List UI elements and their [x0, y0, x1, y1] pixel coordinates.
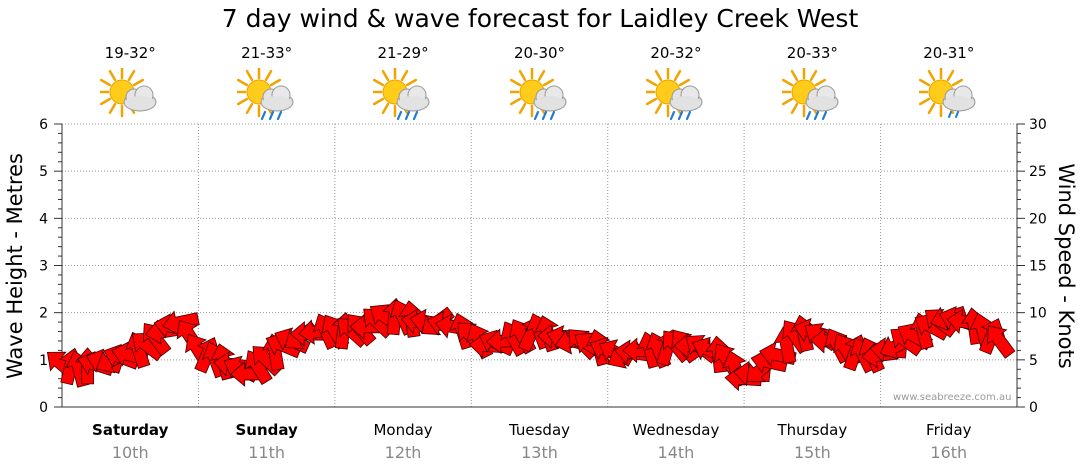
- y-left-tick-label: 3: [39, 259, 48, 275]
- y-right-tick-label: 25: [1029, 164, 1047, 180]
- y-right-tick-label: 30: [1029, 117, 1047, 133]
- y-axis-right-label: Wind Speed - Knots: [1054, 163, 1078, 368]
- day-date-label: 11th: [248, 443, 286, 462]
- sun-cloud-rain-icon: [642, 66, 710, 126]
- y-right-tick-label: 10: [1029, 306, 1047, 322]
- y-right-tick-label: 15: [1029, 259, 1047, 275]
- y-left-tick-label: 6: [39, 117, 48, 133]
- day-date-label: 10th: [111, 443, 149, 462]
- y-right-tick-label: 5: [1029, 353, 1038, 369]
- temperature-range: 21-29°: [377, 44, 429, 62]
- temperature-range: 20-33°: [786, 44, 838, 62]
- sun-cloud-rain-icon: [369, 66, 437, 126]
- gridlines: [62, 123, 1017, 407]
- y-left-tick-label: 5: [39, 164, 48, 180]
- sun-cloud-drizzle-icon: [915, 66, 983, 126]
- day-date-label: 15th: [793, 443, 831, 462]
- sun-cloud-rain-icon: [233, 66, 301, 126]
- y-right-tick-label: 0: [1029, 400, 1038, 416]
- sun-cloud-rain-icon: [506, 66, 574, 126]
- day-name-label: Wednesday: [632, 421, 720, 439]
- chart-title: 7 day wind & wave forecast for Laidley C…: [221, 4, 859, 33]
- temperature-range: 21-33°: [241, 44, 293, 62]
- day-name-label: Tuesday: [508, 421, 571, 439]
- wind-arrows: [46, 297, 1016, 392]
- temperature-range: 20-30°: [513, 44, 566, 62]
- day-name-label: Sunday: [235, 421, 298, 439]
- wind-arrow: [986, 325, 1016, 359]
- day-name-label: Monday: [373, 421, 433, 439]
- day-date-label: 16th: [930, 443, 968, 462]
- day-date-label: 13th: [521, 443, 558, 462]
- axes: 0 1 2 3 4 5 6 0 5 10 15 20 25 30: [39, 117, 1047, 416]
- y-left-tick-label: 1: [39, 353, 48, 369]
- temperature-range: 20-32°: [650, 44, 702, 62]
- sun-cloud-rain-icon: [779, 66, 846, 126]
- y-right-tick-label: 20: [1029, 211, 1047, 227]
- day-name-label: Saturday: [92, 421, 169, 439]
- day-name-label: Thursday: [777, 421, 848, 439]
- y-left-tick-label: 0: [39, 400, 48, 416]
- day-date-label: 14th: [657, 443, 695, 462]
- temperature-range: 20-31°: [923, 44, 975, 62]
- y-left-tick-label: 2: [39, 306, 48, 322]
- y-axis-left-label: Wave Height - Metres: [3, 153, 27, 379]
- temperature-range: 19-32°: [104, 44, 156, 62]
- sun-cloud-icon: [96, 66, 164, 126]
- day-date-label: 12th: [384, 443, 422, 462]
- watermark: www.seabreeze.com.au: [893, 392, 1012, 403]
- day-name-label: Friday: [926, 421, 972, 439]
- y-left-tick-label: 4: [39, 211, 48, 227]
